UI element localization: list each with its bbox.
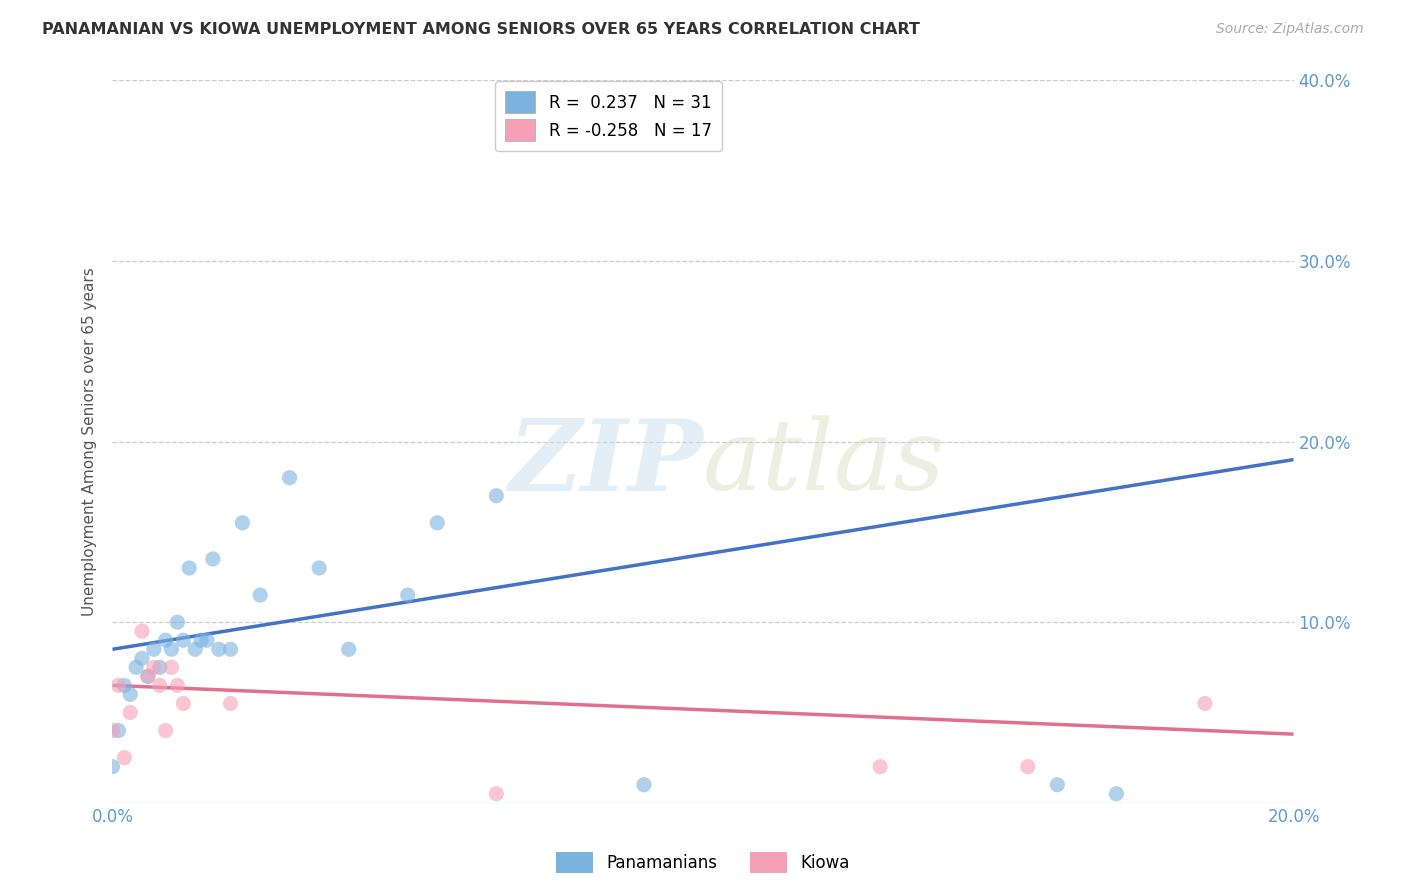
Point (155, 723, 177, 738)
Point (485, 787, 508, 801)
Point (142, 660, 165, 674)
Point (278, 471, 301, 485)
Point (131, 651, 153, 665)
Point (101, 723, 124, 738)
Point (249, 588, 271, 602)
Point (201, 552, 224, 566)
Point (179, 561, 201, 575)
Point (149, 678, 172, 692)
Text: ZIP: ZIP (508, 415, 703, 511)
Text: atlas: atlas (703, 416, 946, 511)
Y-axis label: Unemployment Among Seniors over 65 years: Unemployment Among Seniors over 65 years (82, 268, 97, 615)
Text: Source: ZipAtlas.com: Source: ZipAtlas.com (1216, 22, 1364, 37)
Point (308, 561, 330, 575)
Point (231, 516, 253, 530)
Point (1105, 787, 1128, 801)
Point (131, 624, 153, 639)
Point (208, 642, 231, 657)
Point (195, 633, 218, 648)
Point (155, 633, 177, 648)
Point (172, 633, 194, 648)
Point (1194, 697, 1216, 711)
Point (1046, 778, 1069, 792)
Point (869, 760, 891, 774)
Point (136, 669, 159, 683)
Point (160, 642, 183, 657)
Point (172, 697, 194, 711)
Point (1017, 760, 1039, 774)
Point (107, 723, 129, 738)
Point (633, 778, 655, 792)
Point (120, 706, 142, 720)
Point (107, 678, 129, 692)
Point (112, 678, 135, 692)
Point (219, 642, 242, 657)
Point (219, 697, 242, 711)
Legend: Panamanians, Kiowa: Panamanians, Kiowa (550, 846, 856, 880)
Point (184, 642, 207, 657)
Point (166, 615, 188, 630)
Point (112, 750, 135, 764)
Point (142, 642, 165, 657)
Point (485, 489, 508, 503)
Point (190, 633, 212, 648)
Point (396, 588, 419, 602)
Point (337, 642, 360, 657)
Point (125, 660, 148, 674)
Point (120, 687, 142, 701)
Point (149, 660, 172, 674)
Text: PANAMANIAN VS KIOWA UNEMPLOYMENT AMONG SENIORS OVER 65 YEARS CORRELATION CHART: PANAMANIAN VS KIOWA UNEMPLOYMENT AMONG S… (42, 22, 920, 37)
Point (160, 660, 183, 674)
Point (101, 760, 124, 774)
Point (136, 669, 159, 683)
Point (166, 678, 188, 692)
Point (426, 516, 449, 530)
Legend: R =  0.237   N = 31, R = -0.258   N = 17: R = 0.237 N = 31, R = -0.258 N = 17 (495, 81, 721, 151)
